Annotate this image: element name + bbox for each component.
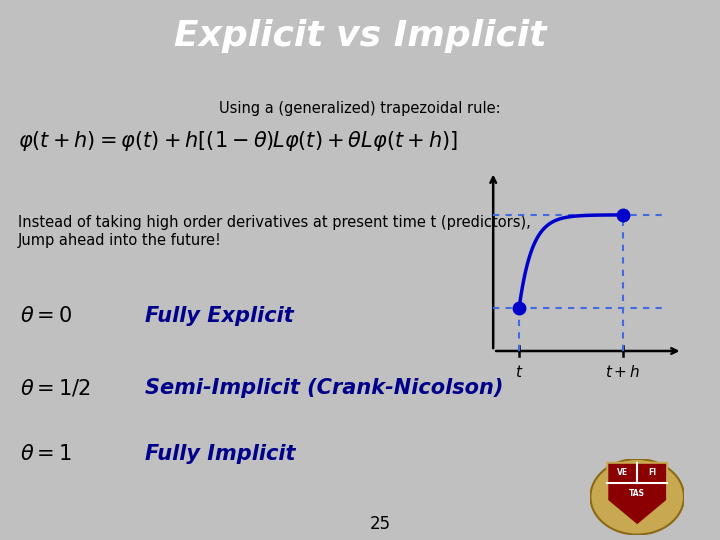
Text: $t$: $t$ <box>515 364 523 380</box>
Text: Explicit vs Implicit: Explicit vs Implicit <box>174 19 546 53</box>
Circle shape <box>590 459 684 535</box>
Text: $\theta=0$: $\theta=0$ <box>20 306 72 327</box>
Text: 25: 25 <box>369 515 390 532</box>
Text: $\theta=1$: $\theta=1$ <box>20 443 72 463</box>
Text: Using a (generalized) trapezoidal rule:: Using a (generalized) trapezoidal rule: <box>219 102 501 116</box>
Text: Jump ahead into the future!: Jump ahead into the future! <box>18 233 222 248</box>
Text: Semi-Implicit (Crank-Nicolson): Semi-Implicit (Crank-Nicolson) <box>145 377 503 397</box>
Polygon shape <box>607 463 667 525</box>
Text: VE: VE <box>616 469 628 477</box>
Text: FI: FI <box>648 469 656 477</box>
Text: Instead of taking high order derivatives at present time t (predictors),: Instead of taking high order derivatives… <box>18 215 531 230</box>
Text: Fully Explicit: Fully Explicit <box>145 306 294 327</box>
Text: $t+h$: $t+h$ <box>605 364 641 380</box>
Text: TAS: TAS <box>629 489 645 498</box>
Text: Fully Implicit: Fully Implicit <box>145 443 295 463</box>
Text: $\varphi(t+h) = \varphi(t) + h[(1-\theta)L\varphi(t) + \theta L\varphi(t+h)]$: $\varphi(t+h) = \varphi(t) + h[(1-\theta… <box>18 129 458 153</box>
Text: $\theta=1/2$: $\theta=1/2$ <box>20 377 91 399</box>
